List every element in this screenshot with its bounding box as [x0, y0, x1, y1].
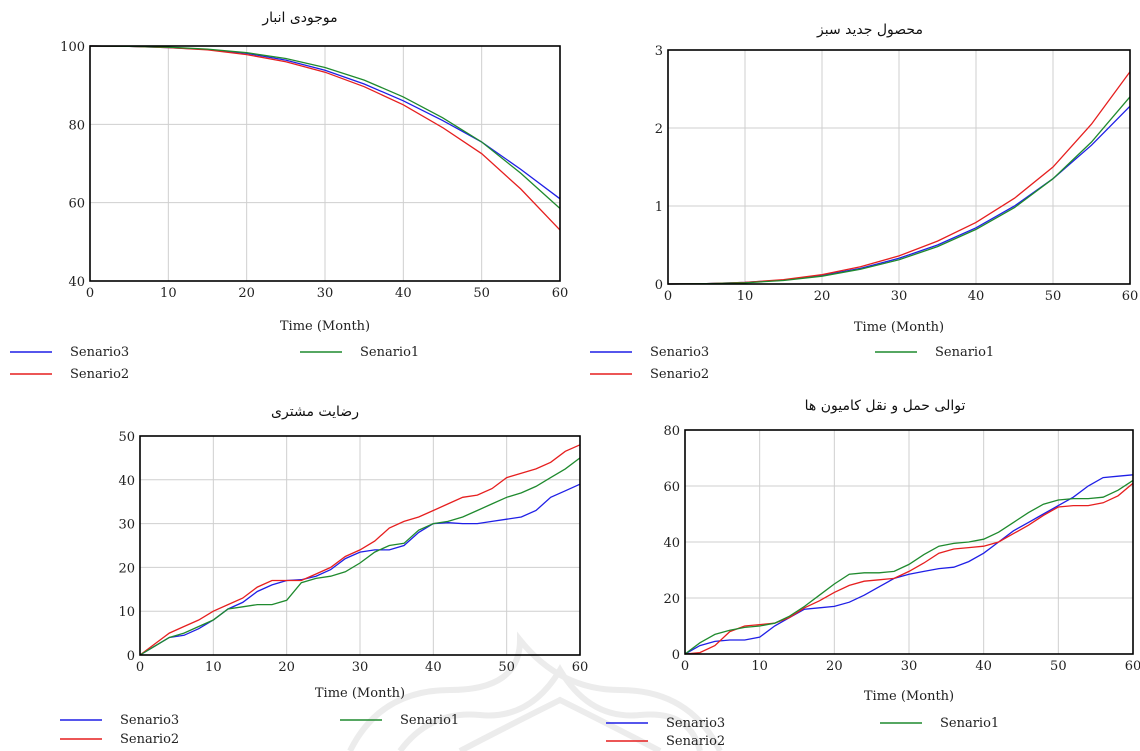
plot-frame [684, 429, 1134, 655]
legend-item-senario2: Senario2 [60, 732, 179, 747]
chart-4: توالی حمل و نقل کامیون ها 0 10 20 30 40 50 60 0 2… [606, 398, 1140, 749]
x-tick-label: 30 [352, 660, 369, 675]
x-tick-label: 20 [814, 289, 831, 304]
y-tick-label: 50 [118, 430, 135, 445]
x-tick-label: 30 [891, 289, 908, 304]
series-line-senario2 [684, 482, 1134, 655]
legend-item-senario2: Senario2 [10, 367, 129, 382]
x-tick-label: 40 [968, 289, 985, 304]
y-tick-label: 0 [655, 278, 663, 293]
y-tick-label: 100 [60, 40, 85, 55]
y-tick-label: 0 [127, 649, 135, 664]
y-tick-label: 2 [655, 122, 663, 137]
legend-label: Senario1 [940, 716, 999, 731]
legend-label: Senario2 [666, 734, 725, 749]
y-tick-label: 40 [663, 536, 680, 551]
legend-label: Senario1 [400, 713, 459, 728]
x-axis-label: Time (Month) [280, 319, 370, 334]
series-line-senario1 [667, 96, 1131, 285]
legend-label: Senario1 [935, 345, 994, 360]
chart-2: محصول جدید سبز 0 10 20 30 40 50 60 0 1 2 3 Time (Mon… [590, 22, 1138, 382]
x-tick-label: 20 [826, 659, 843, 674]
x-tick-label: 20 [278, 660, 295, 675]
x-tick-label: 60 [1122, 289, 1139, 304]
x-tick-label: 10 [737, 289, 754, 304]
x-tick-label: 40 [395, 286, 412, 301]
x-tick-label: 20 [238, 286, 255, 301]
x-tick-label: 60 [552, 286, 569, 301]
x-axis-label: Time (Month) [315, 686, 405, 701]
legend-label: Senario2 [70, 367, 129, 382]
y-tick-label: 10 [118, 605, 135, 620]
plot-frame [667, 49, 1131, 285]
x-tick-label: 30 [901, 659, 918, 674]
legend-label: Senario3 [120, 713, 179, 728]
x-tick-label: 0 [86, 286, 94, 301]
plot-frame [139, 435, 581, 656]
legend-item-senario2: Senario2 [590, 367, 709, 382]
x-tick-label: 30 [317, 286, 334, 301]
y-tick-label: 30 [118, 518, 135, 533]
legend-item-senario1: Senario1 [340, 713, 459, 728]
y-tick-label: 40 [68, 275, 85, 290]
y-tick-label: 20 [663, 592, 680, 607]
y-tick-label: 3 [655, 44, 663, 59]
x-tick-label: 50 [1045, 289, 1062, 304]
legend-label: Senario3 [650, 345, 709, 360]
legend-label: Senario1 [360, 345, 419, 360]
chart-3: رضایت مشتری 0 10 20 30 40 50 60 0 10 20 30 40 50 Time … [60, 404, 588, 747]
y-tick-label: 80 [68, 118, 85, 133]
plot-frame [89, 45, 561, 282]
chart-title: موجودی انبار [261, 10, 337, 26]
x-tick-label: 40 [425, 660, 442, 675]
x-tick-label: 0 [681, 659, 689, 674]
chart-1: موجودی انبار 0 10 20 30 40 50 60 40 60 80 100 Time (… [10, 10, 568, 382]
x-tick-label: 40 [975, 659, 992, 674]
legend-label: Senario2 [120, 732, 179, 747]
legend-item-senario1: Senario1 [875, 345, 994, 360]
legend-label: Senario2 [650, 367, 709, 382]
legend-label: Senario3 [666, 716, 725, 731]
series-line-senario1 [139, 457, 581, 656]
legend-item-senario3: Senario3 [60, 713, 179, 728]
legend-item-senario3: Senario3 [590, 345, 709, 360]
chart-title: توالی حمل و نقل کامیون ها [805, 398, 966, 414]
series-line-senario1 [89, 45, 561, 209]
y-tick-label: 60 [68, 197, 85, 212]
legend-item-senario2: Senario2 [606, 734, 725, 749]
series-line-senario3 [684, 474, 1134, 655]
x-tick-label: 50 [498, 660, 515, 675]
legend-item-senario3: Senario3 [10, 345, 129, 360]
x-tick-label: 10 [751, 659, 768, 674]
x-tick-label: 50 [1050, 659, 1067, 674]
x-tick-label: 60 [1125, 659, 1140, 674]
series-line-senario1 [684, 479, 1134, 655]
chart-title: محصول جدید سبز [816, 22, 923, 38]
y-tick-label: 60 [663, 480, 680, 495]
legend-item-senario3: Senario3 [606, 716, 725, 731]
x-tick-label: 60 [572, 660, 589, 675]
x-tick-label: 50 [473, 286, 490, 301]
y-tick-label: 40 [118, 474, 135, 489]
y-tick-label: 0 [672, 648, 680, 663]
x-tick-label: 0 [664, 289, 672, 304]
y-tick-label: 80 [663, 424, 680, 439]
chart-title: رضایت مشتری [271, 404, 359, 420]
legend-label: Senario3 [70, 345, 129, 360]
series-line-senario2 [139, 444, 581, 656]
x-tick-label: 10 [160, 286, 177, 301]
legend-item-senario1: Senario1 [300, 345, 419, 360]
x-axis-label: Time (Month) [864, 689, 954, 704]
legend-item-senario1: Senario1 [880, 716, 999, 731]
x-tick-label: 10 [205, 660, 222, 675]
x-axis-label: Time (Month) [854, 320, 944, 335]
y-tick-label: 1 [655, 200, 663, 215]
x-tick-label: 0 [136, 660, 144, 675]
y-tick-label: 20 [118, 561, 135, 576]
